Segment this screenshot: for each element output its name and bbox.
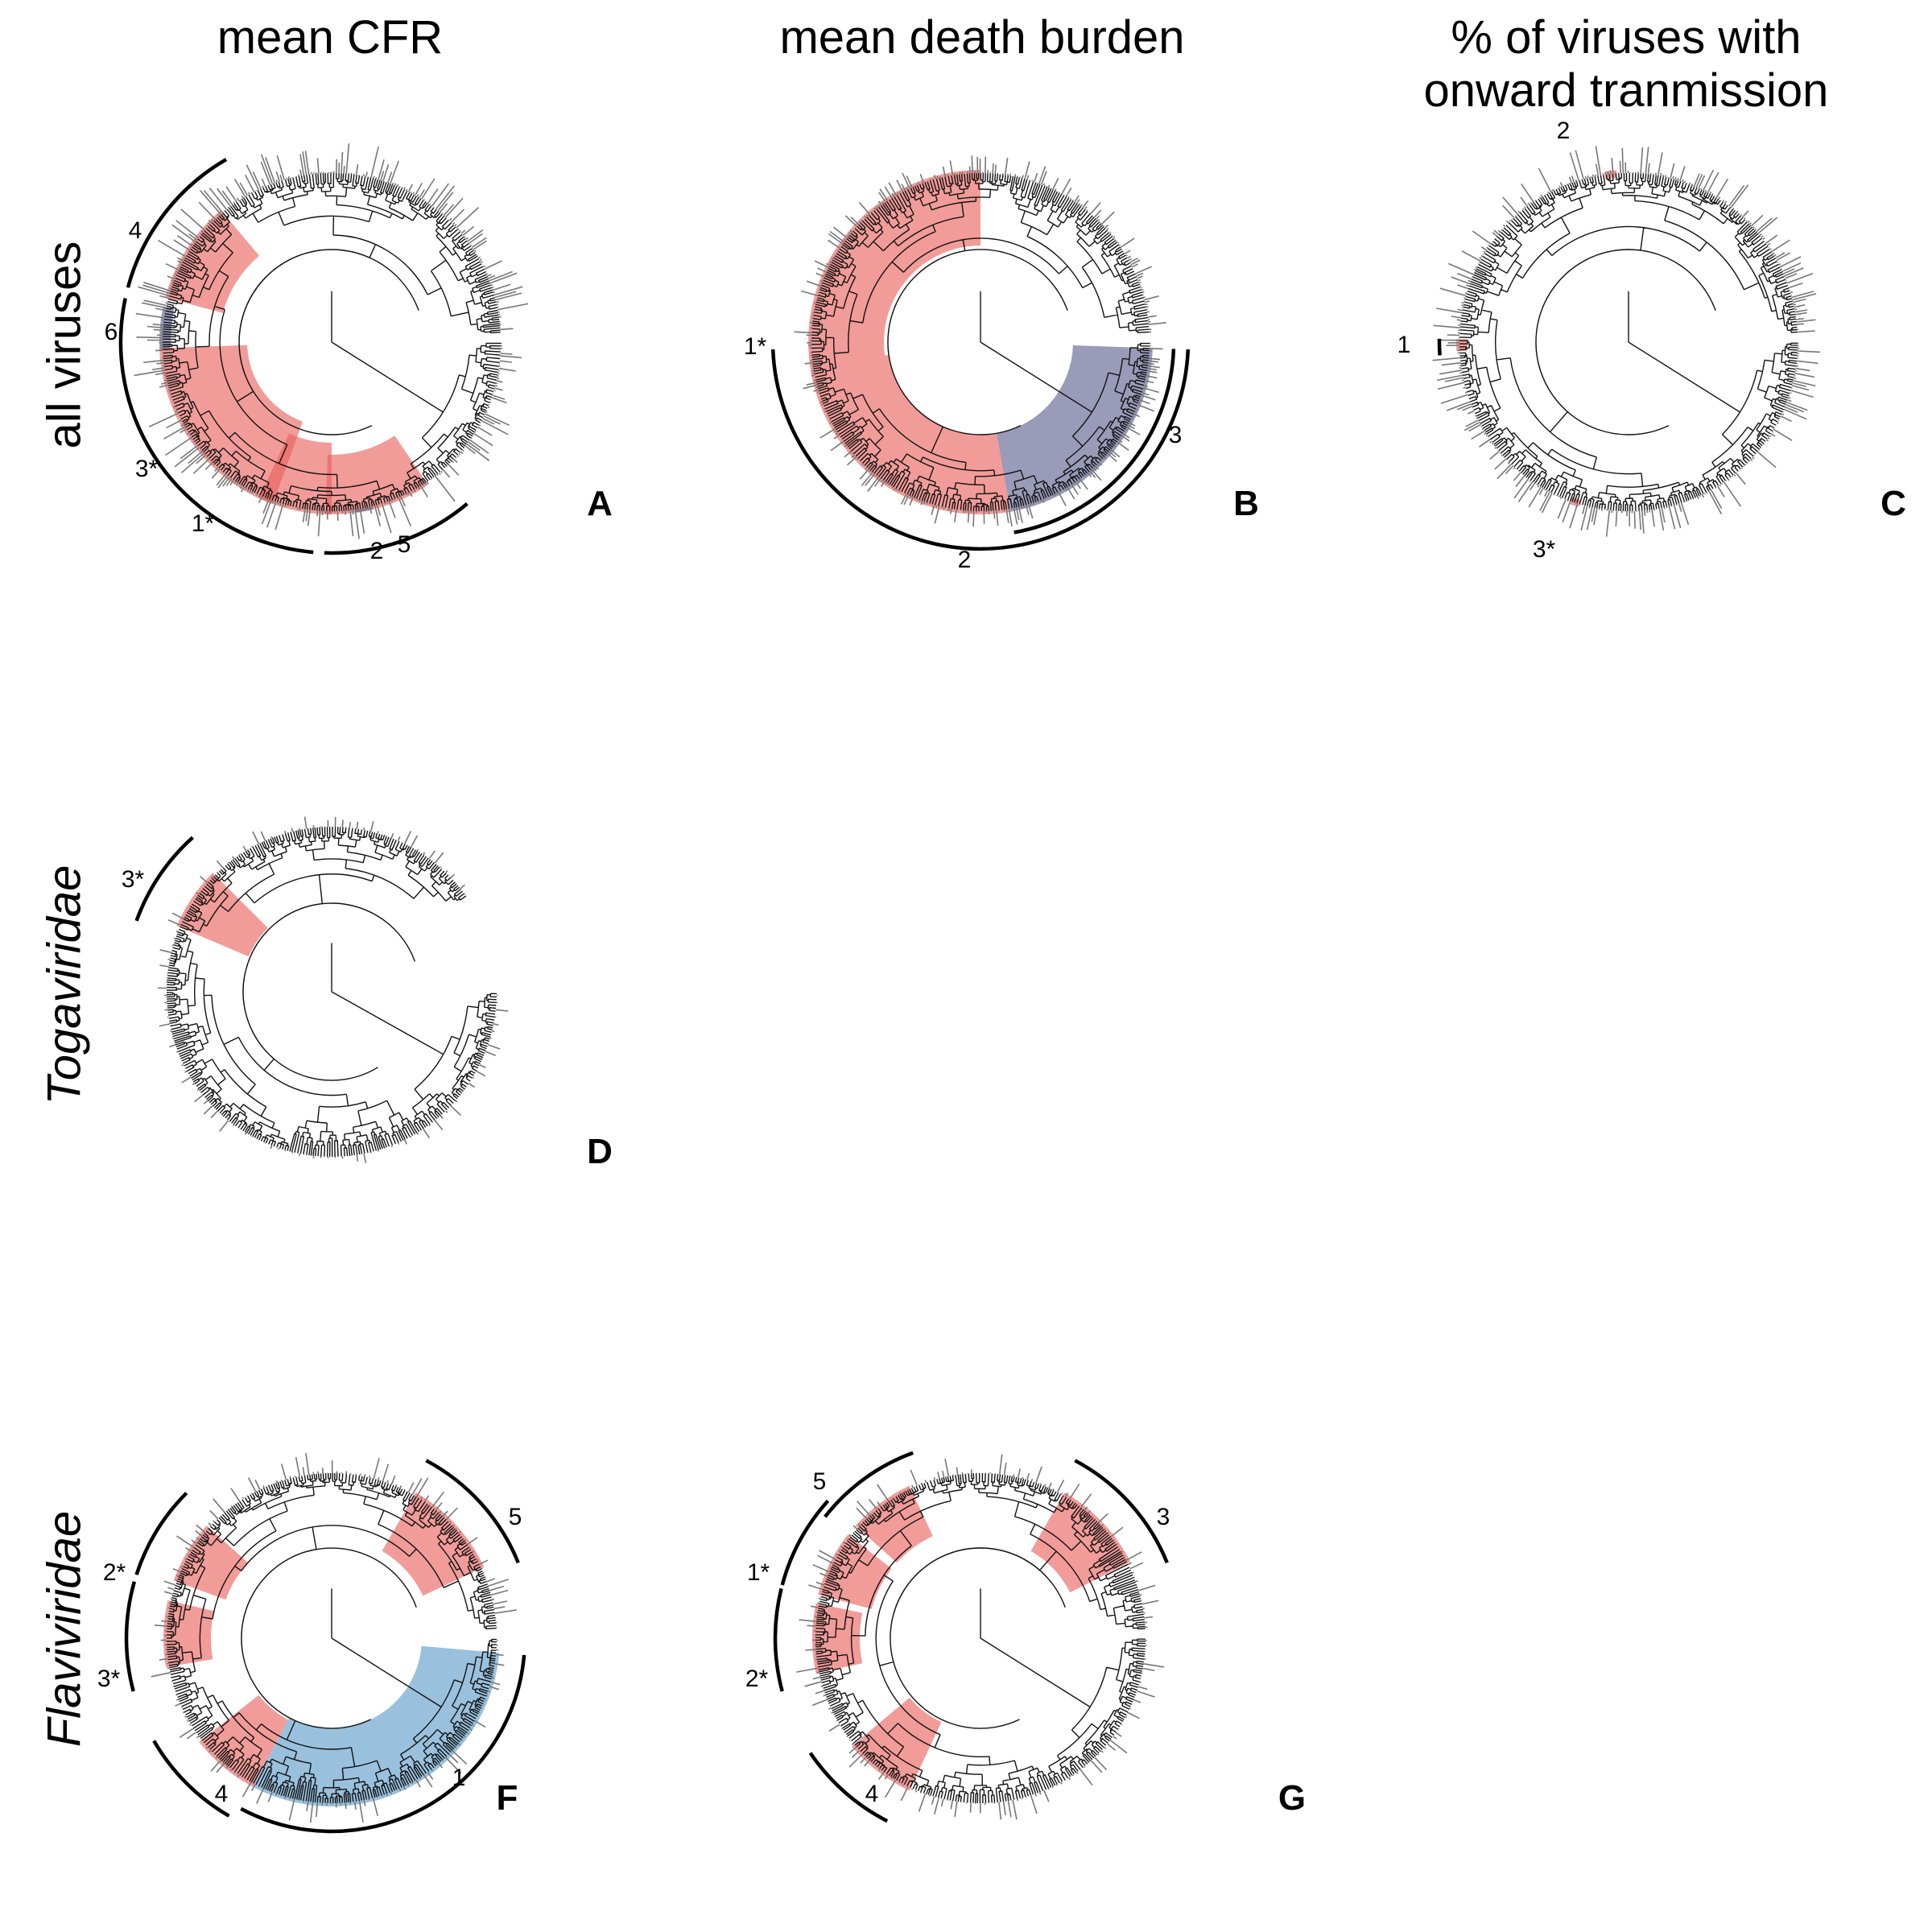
tip-bars: [796, 1454, 1165, 1820]
clade-bracket: [235, 528, 314, 555]
clade-bracket: [152, 1740, 230, 1818]
tree-branches: [811, 172, 1150, 512]
clade-bracket: [126, 158, 228, 288]
clade-highlight: [382, 1492, 485, 1596]
clade-highlight: [851, 1697, 942, 1791]
tip-bars: [794, 155, 1166, 527]
clade-bracket: [425, 1459, 520, 1564]
clade-bracket: [1013, 349, 1176, 535]
clade-highlight: [855, 1485, 933, 1563]
clade-label: 3*: [135, 456, 159, 482]
clade-label: 2: [1557, 118, 1571, 144]
clade-label: 5: [398, 531, 411, 558]
clade-label: 4: [865, 1781, 879, 1807]
clade-label: 2: [370, 538, 384, 564]
clade-bracket: [770, 349, 1191, 551]
tip-bars: [134, 143, 528, 539]
clade-highlight: [325, 436, 428, 515]
clade-highlight: [808, 170, 980, 366]
column-title-mean-cfr: mean CFR: [217, 11, 444, 64]
clade-bracket: [118, 298, 267, 545]
tree-branches: [166, 826, 497, 1158]
clade-label: 5: [813, 1468, 827, 1495]
clade-label: 1*: [747, 1559, 770, 1586]
tree-branches: [815, 1472, 1146, 1804]
clade-highlight: [810, 355, 1011, 514]
clade-bracket: [773, 1587, 784, 1692]
panel-letter-g: G: [1278, 1778, 1306, 1818]
panel-letter-c: C: [1880, 484, 1906, 523]
clade-bracket: [780, 1499, 830, 1586]
clade-bracket: [808, 1752, 889, 1823]
clade-highlight: [1030, 1492, 1131, 1593]
clade-bracket: [1437, 338, 1442, 356]
tree-panel-a: 4 6 3* 1* 2 5 A: [105, 143, 613, 564]
clade-highlight: [159, 345, 303, 505]
tree-branches: [162, 172, 502, 512]
clade-label: 6: [105, 319, 118, 345]
clade-bracket: [240, 1654, 526, 1834]
tree-panel-g: 5 3 1* 2* 4 G: [745, 1451, 1306, 1823]
tree-panel-f: 5 2* 3* 4 1 F: [97, 1453, 526, 1834]
clade-label: 1: [452, 1765, 466, 1791]
tree-branches: [1459, 172, 1798, 512]
column-title-onward-transmission: % of viruses with onward tranmission: [1423, 11, 1829, 117]
clade-label: 3: [1169, 422, 1183, 448]
tree-branches: [166, 1472, 497, 1804]
panel-letter-b: B: [1233, 484, 1259, 523]
tip-bars: [151, 1453, 517, 1823]
clade-label: 3*: [97, 1666, 121, 1692]
panel-letter-d: D: [587, 1132, 613, 1171]
clade-highlight: [252, 1645, 500, 1806]
clade-bracket: [124, 1581, 137, 1692]
tip-bars: [158, 816, 509, 1163]
clade-label: 2*: [103, 1559, 126, 1586]
clade-label: 2*: [745, 1666, 769, 1692]
clade-bracket: [324, 502, 469, 555]
clade-highlight: [199, 1695, 288, 1787]
panel-letter-f: F: [497, 1778, 518, 1818]
clade-highlight: [173, 1525, 248, 1600]
clade-label: 2: [958, 547, 972, 573]
tree-panel-c: 1 2 3* C: [1397, 118, 1906, 563]
clade-label: 3*: [1533, 536, 1556, 563]
clade-highlight: [355, 506, 374, 513]
clade-highlight: [818, 1534, 892, 1609]
clade-label: 4: [129, 217, 142, 244]
clade-label: 1*: [744, 333, 767, 360]
clade-highlight: [997, 345, 1153, 512]
clade-label: 1: [1397, 332, 1411, 358]
clade-bracket: [1074, 1459, 1169, 1564]
clade-label: 3: [1157, 1504, 1170, 1530]
clade-label: 5: [509, 1504, 522, 1530]
tree-panel-b: 1* 2 3 B: [744, 155, 1259, 573]
column-title-mean-death-burden: mean death burden: [779, 11, 1185, 64]
clade-bracket: [824, 1451, 914, 1518]
panel-letter-a: A: [587, 484, 613, 523]
clade-label: 4: [215, 1781, 229, 1807]
clade-label: 1*: [192, 510, 215, 537]
clade-bracket: [134, 1492, 188, 1575]
tip-bars: [1432, 146, 1820, 537]
clade-label: 3*: [122, 866, 145, 893]
tree-panel-d: 3* D: [122, 816, 613, 1171]
clade-bracket: [134, 836, 194, 922]
